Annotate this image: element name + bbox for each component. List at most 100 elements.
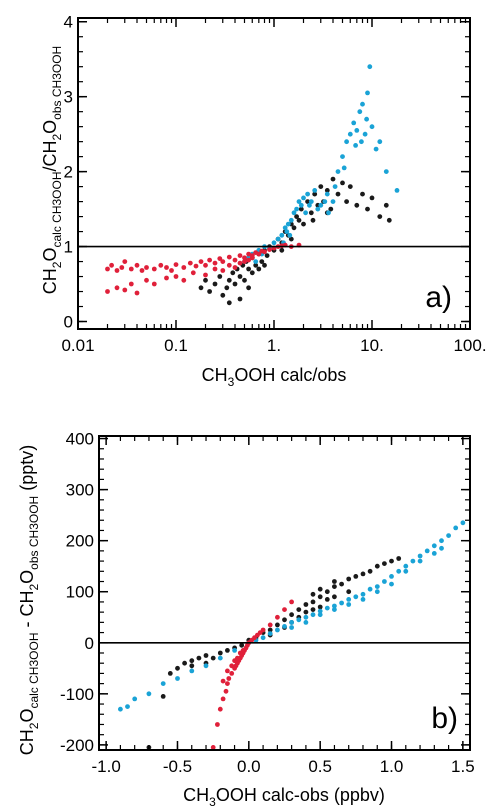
point-black [360, 191, 365, 197]
point-red [242, 255, 247, 261]
point-cyan [332, 184, 338, 190]
x-tick-label: 100. [453, 336, 486, 355]
point-red [256, 251, 262, 257]
point-black [339, 581, 344, 587]
point-red [114, 285, 120, 291]
point-cyan [132, 696, 138, 702]
point-red [225, 668, 230, 674]
point-black [226, 277, 232, 283]
point-red [267, 247, 272, 253]
point-cyan [396, 568, 402, 574]
point-cyan [377, 139, 383, 145]
point-cyan [344, 139, 349, 145]
panel-a: 0.01 0.1 1. 10. 100. 0 1 2 3 4 a) CH3OOH calc/ob… [40, 13, 487, 389]
point-cyan [362, 131, 368, 137]
point-black [310, 599, 316, 605]
point-red [173, 262, 179, 267]
point-black [396, 556, 402, 561]
point-cyan [424, 548, 430, 554]
point-red [249, 255, 255, 261]
point-cyan [360, 597, 366, 602]
point-black [367, 568, 373, 574]
point-black [296, 607, 302, 612]
point-black [207, 289, 213, 294]
point-black [264, 253, 270, 258]
point-cyan [417, 558, 423, 564]
point-red [105, 266, 110, 272]
point-cyan [335, 169, 341, 175]
panel-a-y-axis-title: CH2Ocalc CH3OOH/CH2Oobs CH3OOH [40, 46, 64, 294]
point-red [220, 678, 226, 684]
point-cyan [271, 240, 277, 246]
point-red [220, 696, 226, 702]
point-red [235, 655, 240, 661]
point-red [128, 266, 134, 272]
point-red [164, 265, 169, 270]
point-cyan [301, 195, 306, 201]
point-cyan [383, 169, 389, 175]
panel-b-x-ticks: -1.0 -0.5 0.0 0.5 1.0 1.5 [91, 436, 475, 776]
point-cyan [287, 232, 293, 238]
point-red [262, 249, 267, 255]
panel-b-y-axis-title: CH2Ocalc CH3OOH - CH2Oobs CH3OOH (pptv) [17, 445, 41, 755]
point-cyan [439, 545, 444, 551]
point-black [340, 180, 345, 186]
point-black [382, 561, 387, 566]
x-tick-label: -0.5 [163, 757, 192, 776]
point-red [122, 259, 128, 264]
point-black [167, 671, 173, 676]
point-cyan [288, 217, 294, 223]
point-cyan [146, 691, 152, 697]
point-black [230, 270, 236, 276]
point-cyan [353, 143, 358, 148]
point-red [246, 251, 252, 257]
panel-a-x-axis-title: CH3OOH calc/obs [202, 365, 347, 389]
point-black [196, 655, 202, 661]
point-red [139, 268, 145, 273]
point-black [237, 296, 243, 302]
point-cyan [275, 236, 281, 242]
point-cyan [332, 607, 337, 612]
point-cyan [364, 116, 369, 122]
point-black [305, 199, 310, 205]
point-black [310, 217, 316, 223]
point-cyan [305, 191, 310, 197]
point-cyan [374, 584, 380, 589]
point-red [181, 277, 187, 283]
point-black [310, 591, 316, 597]
point-red [119, 265, 125, 270]
point-cyan [284, 229, 290, 235]
point-black [288, 236, 294, 242]
point-black [317, 604, 323, 610]
point-cyan [394, 188, 400, 193]
x-tick-label: 1. [267, 336, 281, 355]
point-red [226, 254, 232, 260]
point-cyan [353, 594, 359, 600]
point-black [303, 609, 309, 615]
x-tick-label: 0.01 [61, 336, 94, 355]
point-cyan [307, 202, 312, 208]
point-red [164, 275, 169, 281]
point-black [332, 579, 337, 584]
point-cyan [389, 581, 394, 587]
point-black [189, 663, 195, 669]
point-black [232, 281, 238, 287]
panel-b-y-ticks: -200 -100 0 100 200 300 400 [60, 430, 470, 755]
point-red [193, 263, 199, 269]
point-red [260, 627, 266, 633]
point-red [215, 722, 220, 727]
point-cyan [310, 612, 316, 618]
point-cyan [339, 600, 344, 606]
point-black [239, 642, 245, 648]
point-black [389, 558, 394, 564]
point-cyan [203, 663, 209, 669]
x-tick-label: -1.0 [91, 757, 120, 776]
point-cyan [279, 232, 285, 238]
point-cyan [374, 589, 380, 595]
point-cyan [357, 109, 363, 115]
y-tick-label: 2 [64, 163, 73, 182]
point-cyan [317, 608, 323, 614]
point-red [282, 607, 287, 612]
point-red [212, 260, 218, 266]
point-black [360, 571, 366, 577]
